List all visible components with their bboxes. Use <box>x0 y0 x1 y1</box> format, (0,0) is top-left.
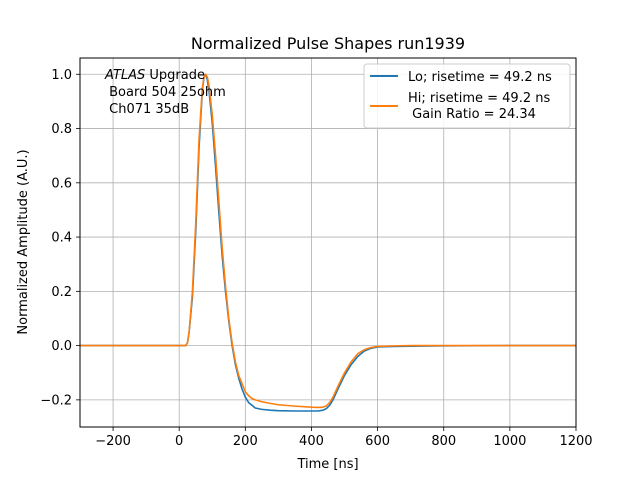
x-tick-label: 800 <box>431 434 456 449</box>
x-axis-label: Time [ns] <box>296 457 358 472</box>
y-tick-label: 0.8 <box>51 122 72 137</box>
y-tick-label: 1.0 <box>51 68 72 83</box>
x-tick-label: 600 <box>365 434 390 449</box>
x-tick-label: 1200 <box>559 434 592 449</box>
chart-title: Normalized Pulse Shapes run1939 <box>191 34 465 53</box>
y-axis-ticks: −0.2 0.0 0.2 0.4 0.6 0.8 1.0 <box>40 68 80 408</box>
legend-label-hi: Hi; risetime = 49.2 ns Gain Ratio = 24.3… <box>408 91 550 122</box>
x-tick-label: 400 <box>299 434 324 449</box>
legend-box <box>363 63 571 129</box>
y-tick-label: 0.6 <box>51 176 72 191</box>
y-tick-label: −0.2 <box>40 393 72 408</box>
x-tick-label: 0 <box>175 434 183 449</box>
plot-frame <box>79 57 577 428</box>
annotation-italic-word: ATLAS <box>104 68 145 83</box>
legend-label-lo: Lo; risetime = 49.2 ns <box>408 70 552 85</box>
annotation-line-2: Board 504 25ohm <box>105 85 226 100</box>
legend-label-hi-line: Hi; risetime = 49.2 ns <box>408 91 550 106</box>
y-tick-label: 0.0 <box>51 339 72 354</box>
series-line-hi <box>80 73 576 409</box>
legend: Lo; risetime = 49.2 ns Hi; risetime = 49… <box>363 63 571 129</box>
x-tick-label: −200 <box>95 434 131 449</box>
annotation-line-1-rest: Upgrade <box>145 68 205 83</box>
series-lines <box>80 73 576 412</box>
annotation-line-1: ATLAS Upgrade <box>104 68 205 83</box>
legend-label-hi-line: Gain Ratio = 24.34 <box>408 107 536 122</box>
x-tick-label: 1000 <box>493 434 526 449</box>
annotation-line-3: Ch071 35dB <box>105 102 189 117</box>
x-tick-label: 200 <box>233 434 258 449</box>
y-tick-label: 0.2 <box>51 285 72 300</box>
y-axis-label: Normalized Amplitude (A.U.) <box>16 149 31 334</box>
x-axis-ticks: −200 0 200 400 600 800 1000 1200 <box>95 427 593 449</box>
atlas-annotation: ATLAS Upgrade Board 504 25ohm Ch071 35dB <box>104 68 226 117</box>
y-tick-label: 0.4 <box>51 231 72 246</box>
